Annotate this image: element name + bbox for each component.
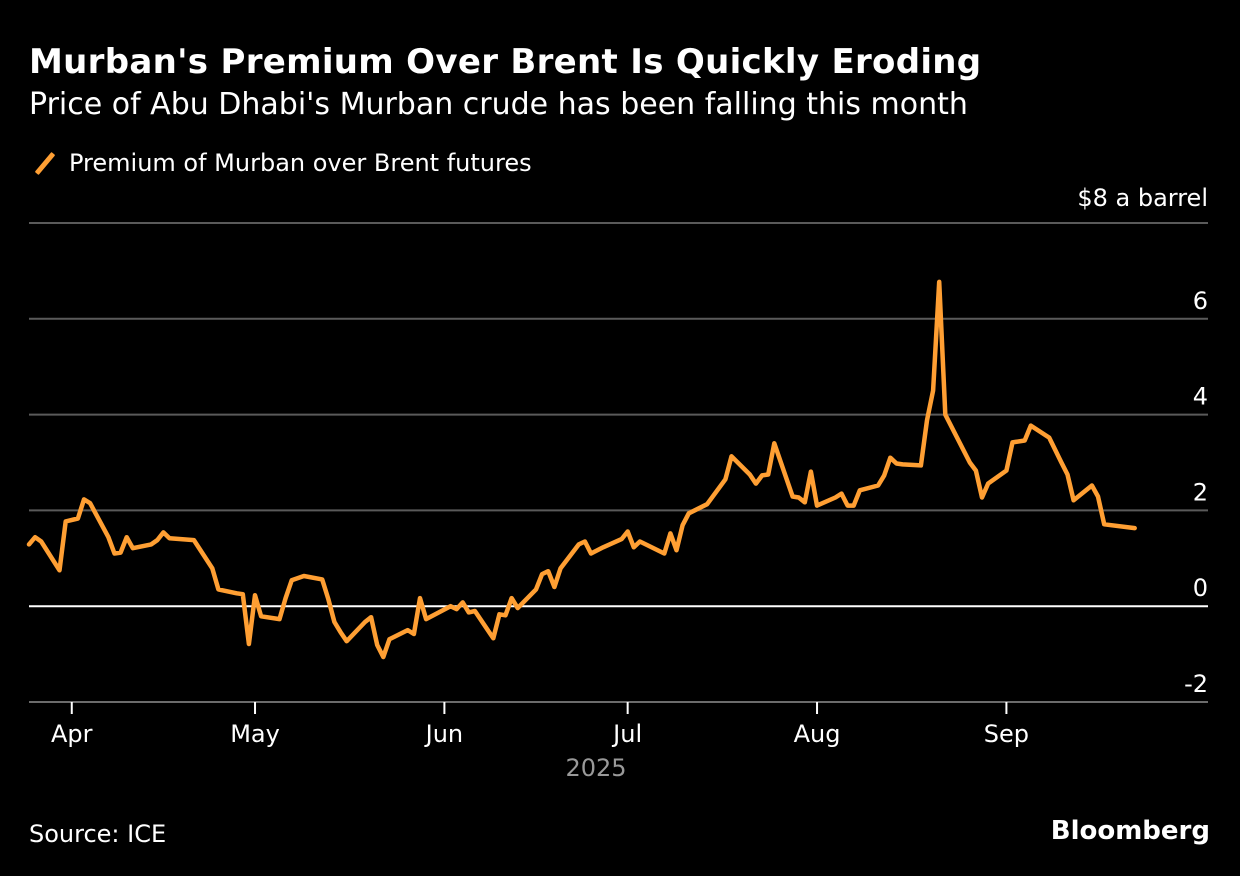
source-note: Source: ICE (29, 820, 167, 848)
x-tick-label: Jul (611, 720, 642, 748)
x-tick-label: Apr (51, 720, 93, 748)
legend: Premium of Murban over Brent futures (29, 149, 532, 177)
chart-title: Murban's Premium Over Brent Is Quickly E… (29, 42, 982, 82)
legend-label: Premium of Murban over Brent futures (69, 149, 532, 177)
x-tick-label: Sep (984, 720, 1029, 748)
x-tick-label: Jun (424, 720, 464, 748)
y-tick-label: 2 (1193, 478, 1208, 506)
y-tick-label: 0 (1193, 574, 1208, 602)
chart-subtitle: Price of Abu Dhabi's Murban crude has be… (29, 87, 968, 122)
x-tick-label: May (230, 720, 280, 748)
y-axis-unit-label: $8 a barrel (1077, 184, 1208, 212)
y-tick-label: -2 (1184, 670, 1208, 698)
y-tick-label: 4 (1193, 383, 1208, 411)
series-line (26, 279, 1137, 660)
x-year-label: 2025 (565, 754, 626, 782)
x-tick-label: Aug (794, 720, 841, 748)
bloomberg-logo: Bloomberg (1050, 816, 1210, 846)
y-tick-label: 6 (1193, 287, 1208, 315)
